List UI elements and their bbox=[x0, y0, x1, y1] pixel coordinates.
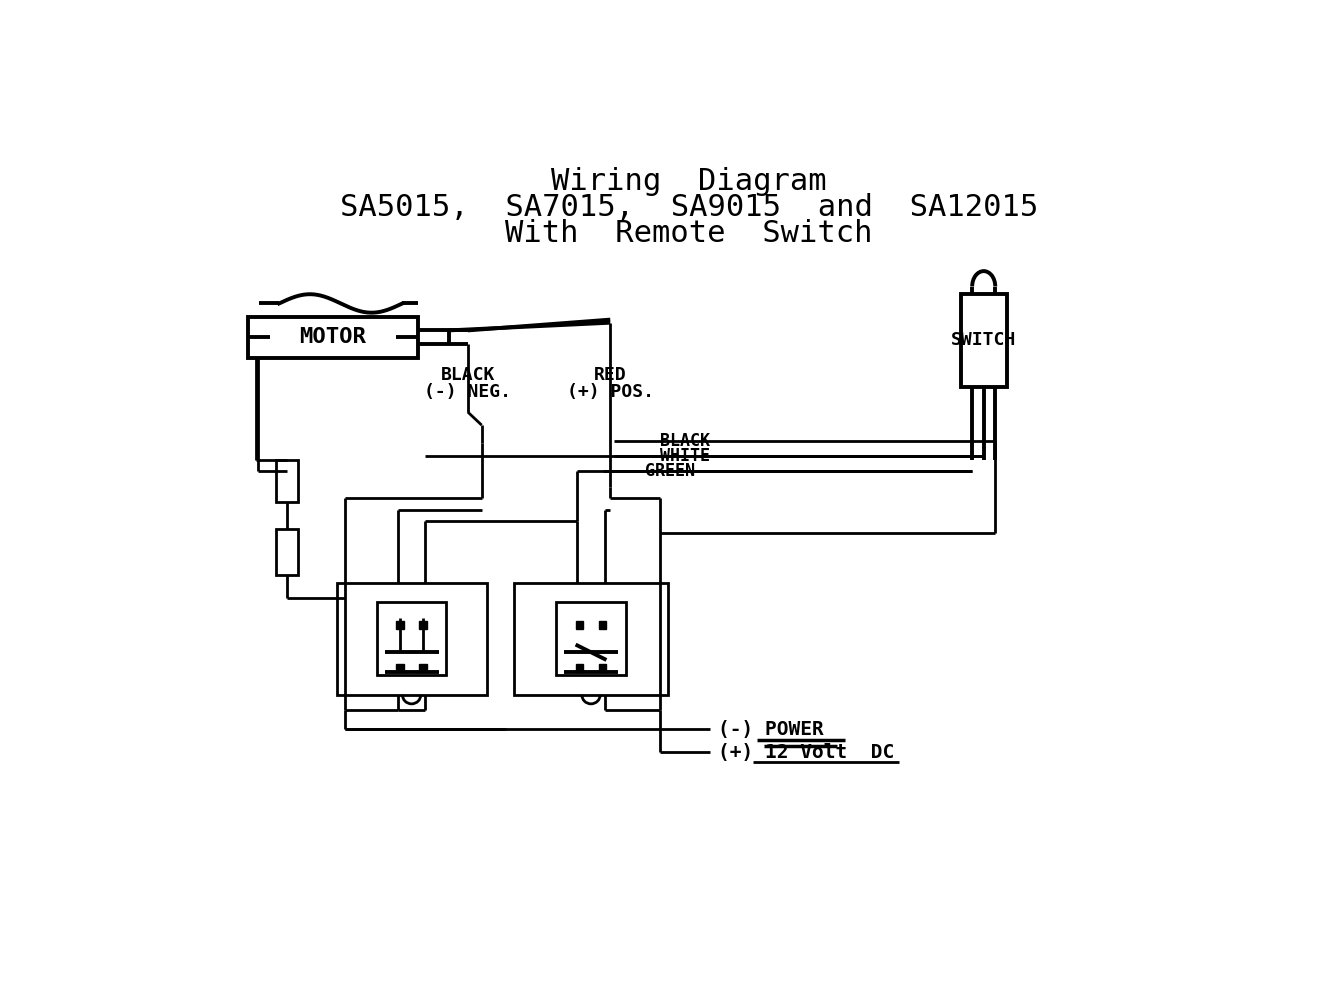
Text: WHITE: WHITE bbox=[660, 447, 711, 465]
Bar bbox=[556, 602, 626, 675]
Text: (-) NEG.: (-) NEG. bbox=[425, 383, 511, 401]
Text: Wiring  Diagram: Wiring Diagram bbox=[551, 166, 827, 196]
Bar bbox=[396, 664, 405, 671]
Bar bbox=[575, 622, 583, 629]
Bar bbox=[961, 294, 1007, 387]
Bar bbox=[276, 529, 297, 576]
Bar bbox=[419, 622, 427, 629]
Text: (+) POS.: (+) POS. bbox=[567, 383, 653, 401]
Text: BLACK: BLACK bbox=[441, 366, 495, 384]
Bar bbox=[276, 460, 297, 502]
Text: SWITCH: SWITCH bbox=[952, 332, 1016, 350]
Text: RED: RED bbox=[594, 366, 626, 384]
Bar bbox=[513, 583, 668, 695]
Bar bbox=[249, 318, 418, 358]
Text: (+) 12 Volt  DC: (+) 12 Volt DC bbox=[718, 743, 894, 762]
Bar bbox=[598, 664, 606, 671]
Bar bbox=[598, 622, 606, 629]
Text: With  Remote  Switch: With Remote Switch bbox=[505, 219, 872, 248]
Bar bbox=[396, 622, 405, 629]
Bar bbox=[419, 664, 427, 671]
Bar bbox=[575, 664, 583, 671]
Text: (-) POWER: (-) POWER bbox=[718, 720, 824, 739]
Text: GREEN: GREEN bbox=[645, 463, 695, 480]
Text: SA5015,  SA7015,  SA9015  and  SA12015: SA5015, SA7015, SA9015 and SA12015 bbox=[340, 193, 1038, 222]
Text: BLACK: BLACK bbox=[660, 431, 711, 450]
Text: MOTOR: MOTOR bbox=[300, 328, 367, 348]
Bar bbox=[337, 583, 487, 695]
Bar bbox=[376, 602, 446, 675]
